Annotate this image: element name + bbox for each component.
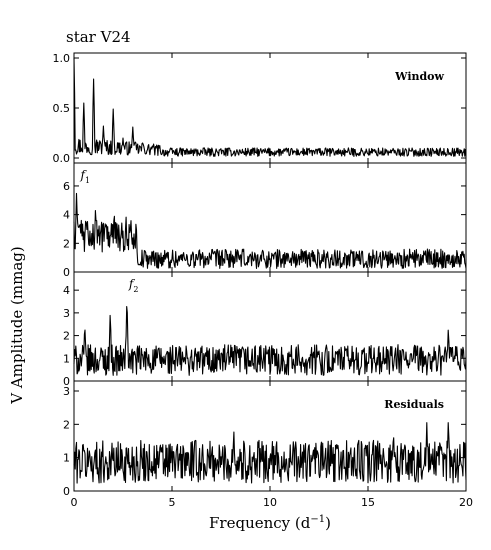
peak-label-subscript: 2 <box>133 285 138 294</box>
peak-label: f1 <box>80 168 91 185</box>
y-tick-label: 2 <box>63 330 70 343</box>
y-tick-label: 3 <box>63 307 70 320</box>
y-axis-label: V Amplitude (mmag) <box>8 246 26 405</box>
peak-label-subscript: 1 <box>85 176 90 185</box>
x-tick-label: 15 <box>361 496 375 509</box>
y-tick-label: 3 <box>63 385 70 398</box>
x-tick-label: 10 <box>263 496 277 509</box>
spectrum-line <box>73 422 467 484</box>
y-tick-label: 4 <box>63 284 70 297</box>
x-tick-label: 20 <box>459 496 473 509</box>
peak-label-letter: f <box>80 168 88 182</box>
spectrum-line <box>73 192 467 269</box>
y-tick-label: 0.5 <box>53 102 71 115</box>
panel-window: 0.0 0.5 1.0 Window <box>53 52 467 165</box>
x-tick-label: 5 <box>169 496 176 509</box>
spectrum-line <box>73 306 467 376</box>
peak-label: f2 <box>128 277 139 294</box>
y-tick-label: 0 <box>63 266 70 279</box>
y-tick-label: 1 <box>63 352 70 365</box>
panel-label: Window <box>394 70 444 83</box>
y-tick-label: 0 <box>63 375 70 388</box>
peak-label-letter: f <box>128 277 136 291</box>
x-axis-label: Frequency (d−1) <box>209 514 331 532</box>
figure-title: star V24 <box>66 28 131 46</box>
y-tick-label: 6 <box>63 180 70 193</box>
panel-label: Residuals <box>384 398 444 411</box>
y-tick-label: 1.0 <box>53 52 71 65</box>
y-tick-label: 0 <box>63 485 70 498</box>
y-tick-label: 4 <box>63 209 70 222</box>
y-tick-label: 1 <box>63 452 70 465</box>
spectrum-line <box>73 57 467 157</box>
panel-residuals: 0 1 2 3 0 5 10 15 20 Residuals <box>63 380 473 509</box>
y-tick-label: 2 <box>63 418 70 431</box>
y-tick-label: 0.0 <box>53 152 71 165</box>
x-tick-label: 0 <box>71 496 78 509</box>
y-tick-label: 2 <box>63 237 70 250</box>
